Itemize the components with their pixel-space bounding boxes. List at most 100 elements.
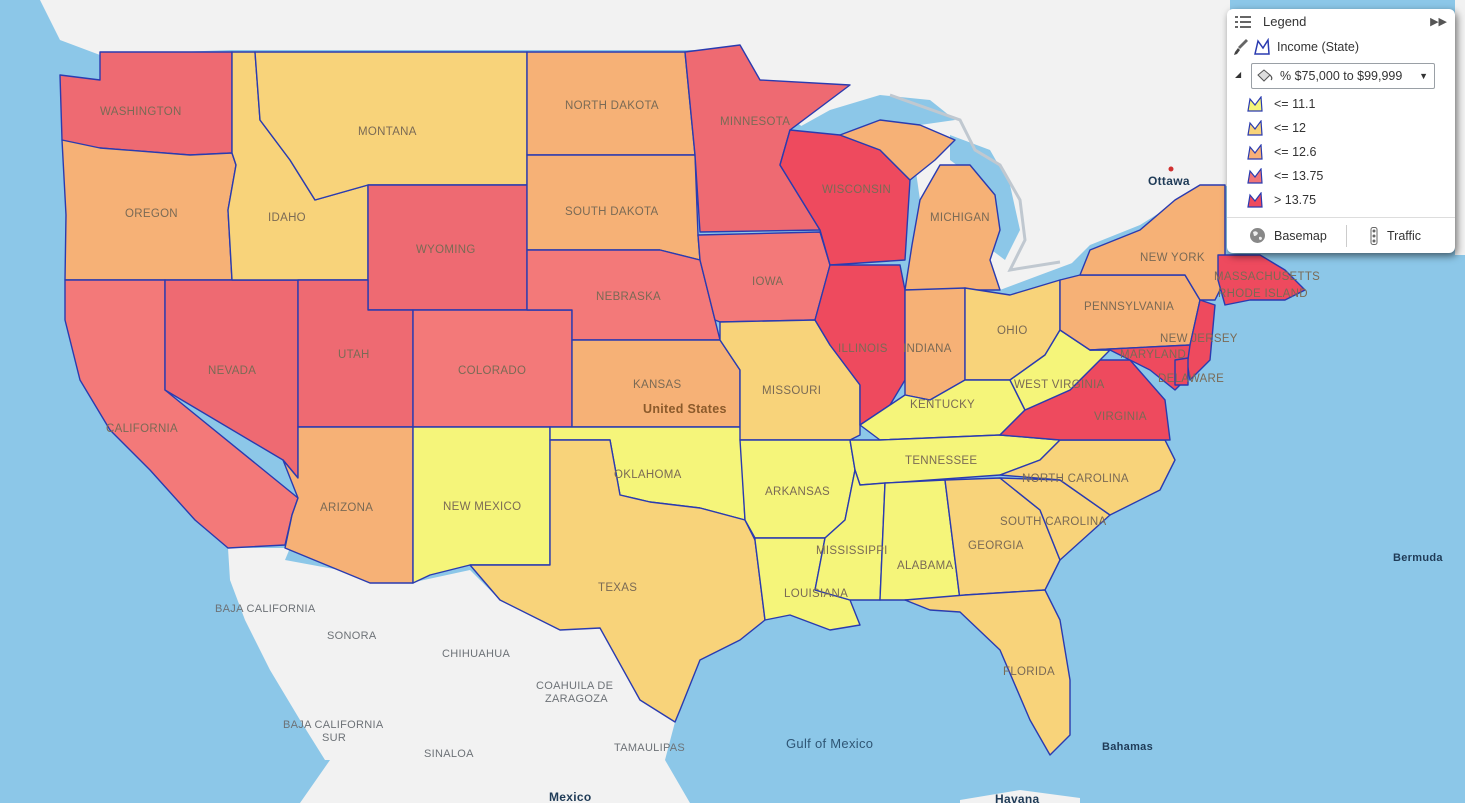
paintbrush-icon[interactable] [1233,38,1249,56]
label-texas: TEXAS [598,582,637,594]
label-indiana: INDIANA [903,343,952,355]
label-nevada: NEVADA [208,365,256,377]
label-kentucky: KENTUCKY [910,399,975,411]
label-washington: WASHINGTON [100,106,182,118]
label-virginia: VIRGINIA [1094,411,1147,423]
label-mississippi: MISSISSIPPI [816,545,888,557]
state-texas[interactable] [469,439,766,723]
label-tamaulipas: TAMAULIPAS [614,742,685,754]
label-ohio: OHIO [997,325,1028,337]
great-lakes-border [889,93,1061,272]
class-swatch-icon [1247,120,1263,136]
globe-icon [1250,228,1265,243]
label-montana: MONTANA [358,126,417,138]
label-alabama: ALABAMA [897,560,953,572]
label-new-mexico: NEW MEXICO [443,501,521,513]
legend-class-label: > 13.75 [1274,193,1317,207]
label-sonora: SONORA [327,630,377,642]
label-illinois: ILLINOIS [838,343,888,355]
label-arizona: ARIZONA [320,502,373,514]
label-arkansas: ARKANSAS [765,486,830,498]
label-country-us: United States [643,402,727,416]
dropdown-arrow-icon: ▼ [1419,71,1428,81]
legend-title: Legend [1263,14,1307,29]
label-south-carolina: SOUTH CAROLINA [1000,516,1106,528]
class-swatch-icon [1247,168,1263,184]
state-maryland[interactable] [1089,344,1191,391]
legend-class-item: <= 11.1 [1247,96,1315,112]
basemap-label: Basemap [1274,228,1327,243]
label-michigan: MICHIGAN [930,212,990,224]
label-iowa: IOWA [752,276,783,288]
label-bcs-1: BAJA CALIFORNIA [283,719,384,731]
legend-class-item: > 13.75 [1247,192,1316,208]
label-utah: UTAH [338,349,370,361]
label-georgia: GEORGIA [968,540,1024,552]
field-select-value: % $75,000 to $99,999 [1280,69,1403,83]
label-idaho: IDAHO [268,212,306,224]
cuba-land [960,790,1080,803]
label-missouri: MISSOURI [762,385,821,397]
label-wisconsin: WISCONSIN [822,184,891,196]
footer-separator [1346,225,1347,247]
legend-class-label: <= 12.6 [1274,145,1317,159]
state-labels: WASHINGTON OREGON CALIFORNIA IDAHO NEVAD… [100,100,1320,678]
label-delaware: DELAWARE [1158,373,1224,385]
collapse-legend-icon[interactable]: ▶▶ [1430,16,1447,28]
class-swatch-icon [1247,192,1263,208]
label-new-york: NEW YORK [1140,252,1205,264]
legend-class-item: <= 12 [1247,120,1306,136]
ottawa-marker [1168,166,1174,172]
state-delaware[interactable] [1174,357,1189,386]
basemap-button[interactable]: Basemap [1249,227,1327,244]
mexico-land [228,548,690,803]
traffic-button[interactable]: Traffic [1369,227,1421,245]
polygon-layer-icon [1254,38,1270,55]
legend-class-item: <= 13.75 [1247,168,1323,184]
legend-panel: Legend ▶▶ Income (State) ◢ % $75,000 to … [1227,9,1455,253]
label-north-dakota: NORTH DAKOTA [565,100,659,112]
label-bahamas: Bahamas [1102,741,1153,753]
state-florida[interactable] [904,589,1071,756]
label-bcs-2: SUR [322,732,346,744]
label-wyoming: WYOMING [416,244,476,256]
label-tennessee: TENNESSEE [905,455,977,467]
states-layer[interactable] [59,44,1306,756]
label-coahuila-1: COAHUILA DE [536,680,613,692]
traffic-label: Traffic [1387,229,1422,243]
label-coahuila-2: ZARAGOZA [545,693,608,705]
legend-divider [1227,217,1455,218]
label-havana: Havana [995,792,1040,803]
state-new-york[interactable] [1079,184,1226,301]
legend-list-icon [1235,15,1251,28]
label-rhode-island: RHODE ISLAND [1218,288,1308,300]
state-michigan-up[interactable] [839,119,956,181]
mexico-region-labels: BAJA CALIFORNIA SONORA CHIHUAHUA COAHUIL… [215,603,685,760]
label-nebraska: NEBRASKA [596,291,661,303]
field-select[interactable]: % $75,000 to $99,999 ▼ [1251,63,1435,89]
state-north-carolina[interactable] [999,439,1176,516]
label-massachusetts: MASSACHUSETTS [1214,271,1320,283]
label-new-jersey: NEW JERSEY [1160,333,1238,345]
label-oklahoma: OKLAHOMA [614,469,682,481]
label-kansas: KANSAS [633,379,681,391]
legend-header: Legend ▶▶ [1235,14,1447,29]
label-gulf-of-mexico: Gulf of Mexico [786,736,873,751]
legend-class-label: <= 13.75 [1274,169,1324,183]
layer-row: Income (State) [1233,38,1359,56]
label-oregon: OREGON [125,208,178,220]
label-chihuahua: CHIHUAHUA [442,648,510,660]
label-california: CALIFORNIA [106,423,178,435]
state-michigan[interactable] [904,164,1001,291]
legend-class-label: <= 12 [1274,121,1306,135]
state-new-england[interactable] [1217,254,1306,306]
legend-class-label: <= 11.1 [1274,97,1316,111]
class-swatch-icon [1247,96,1263,112]
label-mexico: Mexico [549,790,591,803]
expand-toggle-icon[interactable]: ◢ [1235,70,1242,79]
label-sinaloa: SINALOA [424,748,474,760]
label-bermuda: Bermuda [1393,552,1443,564]
label-maryland: MARYLAND [1120,349,1186,361]
label-west-virginia: WEST VIRGINIA [1014,379,1105,391]
